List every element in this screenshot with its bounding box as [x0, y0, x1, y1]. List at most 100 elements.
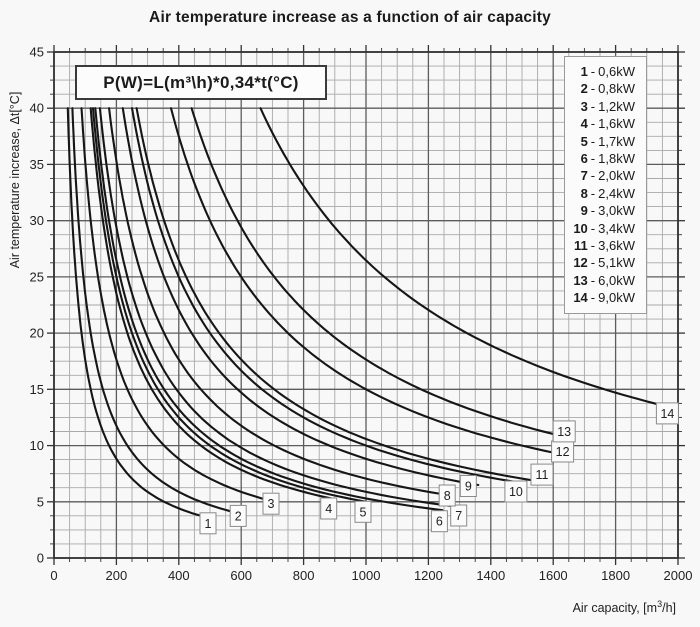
legend-power-value: 9,0 — [598, 290, 617, 306]
curve-3 — [80, 107, 276, 503]
curve-7 — [98, 107, 464, 509]
legend-curve-number: 12 — [573, 255, 588, 271]
legend-power-value: 0,8 — [598, 81, 617, 97]
legend-power-value: 1,2 — [598, 98, 617, 114]
svg-text:11: 11 — [536, 468, 549, 482]
legend: 1-0,6 kW 2-0,8 kW 3-1,2 kW 4-1,6 kW 5-1,7 kW 6-1,8… — [564, 56, 647, 314]
curve-9 — [121, 107, 480, 487]
legend-dash: - — [590, 98, 596, 114]
curve-label-3: 3 — [262, 492, 280, 515]
y-tick-label: 0 — [37, 551, 44, 566]
x-tick-label: 0 — [50, 568, 57, 583]
legend-unit: kW — [616, 168, 635, 184]
legend-row-6: 6-1,8 kW — [572, 150, 646, 167]
legend-dash: - — [590, 81, 596, 97]
svg-text:2: 2 — [235, 509, 242, 523]
y-tick-label: 45 — [30, 45, 44, 60]
y-tick-labels: 0 5 10 15 20 25 30 35 40 45 — [30, 45, 44, 566]
legend-unit: kW — [616, 255, 635, 271]
legend-unit: kW — [616, 238, 635, 254]
curve-label-10: 10 — [504, 480, 528, 503]
y-tick-label: 25 — [30, 269, 44, 284]
y-tick-label: 15 — [30, 382, 44, 397]
legend-curve-number: 9 — [580, 203, 588, 219]
curve-1 — [66, 107, 212, 520]
legend-dash: - — [590, 272, 596, 288]
curve-label-12: 12 — [551, 440, 575, 463]
legend-power-value: 2,4 — [598, 185, 617, 201]
y-tick-label: 20 — [30, 326, 44, 341]
x-tick-label: 1600 — [539, 568, 568, 583]
x-tick-label: 1400 — [476, 568, 505, 583]
y-tick-label: 40 — [30, 101, 44, 116]
curve-8 — [108, 107, 452, 497]
legend-row-4: 4-1,6 kW — [572, 115, 646, 132]
svg-text:10: 10 — [509, 485, 523, 499]
legend-row-3: 3-1,2 kW — [572, 98, 646, 115]
legend-power-value: 5,1 — [598, 255, 617, 271]
legend-power-value: 3,0 — [598, 203, 617, 219]
svg-text:12: 12 — [556, 445, 570, 459]
svg-text:1: 1 — [205, 517, 212, 531]
legend-power-value: 3,6 — [598, 238, 617, 254]
svg-text:3: 3 — [268, 497, 275, 511]
curve-4 — [89, 107, 333, 500]
legend-unit: kW — [616, 203, 635, 219]
x-tick-label: 600 — [230, 568, 252, 583]
y-tick-label: 5 — [37, 494, 44, 509]
x-axis-title-sup: 3 — [657, 599, 663, 609]
legend-unit: kW — [616, 133, 635, 149]
curve-11 — [135, 107, 549, 484]
curve-14 — [259, 107, 664, 407]
x-tick-label: 1800 — [601, 568, 630, 583]
y-tick-label: 30 — [30, 213, 44, 228]
legend-power-value: 0,6 — [598, 64, 617, 79]
curve-label-2: 2 — [229, 504, 247, 527]
legend-power-value: 1,6 — [598, 116, 617, 132]
legend-curve-number: 8 — [580, 185, 588, 201]
legend-unit: kW — [616, 290, 635, 306]
svg-text:8: 8 — [444, 489, 451, 503]
legend-curve-number: 2 — [580, 81, 588, 97]
legend-power-value: 1,7 — [598, 133, 617, 149]
legend-row-12: 12-5,1 kW — [572, 254, 646, 271]
legend-curve-number: 10 — [573, 220, 588, 236]
legend-power-value: 2,0 — [598, 168, 617, 184]
x-axis-title: Air capacity, [m3/h] — [573, 599, 676, 615]
legend-dash: - — [590, 116, 596, 132]
curve-label-4: 4 — [320, 497, 338, 520]
x-tick-label: 1200 — [414, 568, 443, 583]
curve-label-9: 9 — [459, 475, 477, 497]
chart-title: Air temperature increase as a function o… — [149, 9, 551, 26]
curve-label-5: 5 — [354, 500, 372, 523]
plot-frame — [53, 51, 679, 559]
legend-dash: - — [590, 290, 596, 306]
legend-dash: - — [590, 133, 596, 149]
legend-curve-number: 3 — [580, 98, 588, 114]
legend-unit: kW — [616, 81, 635, 97]
legend-dash: - — [590, 255, 596, 271]
legend-row-2: 2-0,8 kW — [572, 80, 646, 97]
legend-dash: - — [590, 168, 596, 184]
curve-13 — [190, 107, 569, 439]
legend-curve-number: 6 — [580, 151, 588, 167]
legend-dash: - — [590, 64, 596, 79]
legend-row-14: 14-9,0 kW — [572, 289, 646, 306]
legend-curve-number: 1 — [580, 64, 588, 79]
legend-power-value: 3,4 — [598, 220, 617, 236]
y-tick-label: 10 — [30, 438, 44, 453]
curve-label-6: 6 — [430, 510, 448, 533]
legend-unit: kW — [616, 151, 635, 167]
legend-curve-number: 14 — [573, 290, 588, 306]
legend-row-1: 1-0,6 kW — [572, 63, 646, 80]
x-tick-label: 1000 — [352, 568, 381, 583]
svg-text:6: 6 — [436, 515, 443, 529]
legend-row-10: 10-3,4 kW — [572, 220, 646, 237]
formula-box: P(W)=L(m³\h)*0,34*t(°C) — [75, 65, 327, 100]
x-axis-title-post: /h] — [662, 601, 676, 616]
legend-row-7: 7-2,0 kW — [572, 167, 646, 184]
legend-dash: - — [590, 203, 596, 219]
legend-dash: - — [590, 185, 596, 201]
